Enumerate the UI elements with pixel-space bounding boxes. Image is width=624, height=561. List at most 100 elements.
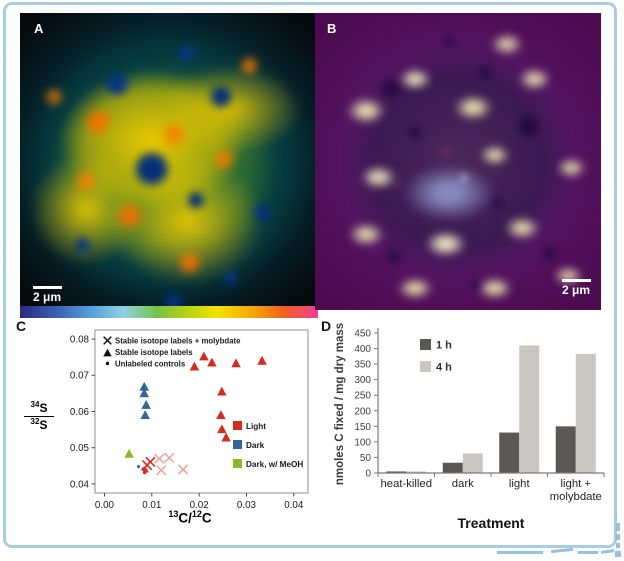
y-tick-label: 450 xyxy=(354,329,371,340)
category-label: dark xyxy=(452,478,474,490)
watermark-stroke xyxy=(616,534,620,540)
y-tick-label: 0.05 xyxy=(70,443,90,454)
triangle-marker xyxy=(217,386,227,396)
dot-marker xyxy=(136,464,141,469)
triangle-marker xyxy=(217,424,227,434)
watermark-stroke xyxy=(616,523,620,531)
triangle-marker xyxy=(103,348,112,357)
y-label-denominator: 32S xyxy=(30,417,48,433)
bar-legend-swatch xyxy=(420,361,431,372)
watermark-stroke xyxy=(616,543,620,548)
color-legend-swatch xyxy=(233,421,242,430)
x-marker xyxy=(164,452,175,463)
marker-legend-label: Stable isotope labels + molybdate xyxy=(115,337,241,346)
triangle-marker xyxy=(139,381,149,391)
panel-b-image-texture xyxy=(315,13,601,310)
triangle-marker xyxy=(141,399,151,409)
color-legend-swatch xyxy=(233,440,242,449)
triangle-marker xyxy=(257,355,267,365)
x-marker xyxy=(145,456,156,467)
panel-c-label: C xyxy=(16,318,27,334)
panel-d-label: D xyxy=(321,318,332,334)
x-tick-label: 0.04 xyxy=(284,500,304,511)
y-label-numerator: 34S xyxy=(24,400,54,418)
x-tick-label: 0.02 xyxy=(190,500,209,511)
marker-legend-label: Stable isotope labels xyxy=(115,348,193,357)
y-tick-label: 200 xyxy=(354,406,371,417)
category-label: molybdate xyxy=(550,491,602,503)
y-tick-label: 300 xyxy=(354,375,371,386)
bar-4h-3 xyxy=(575,353,596,473)
y-tick-label: 150 xyxy=(354,422,371,433)
y-tick-label: 0.08 xyxy=(70,334,90,345)
triangle-marker xyxy=(199,351,209,361)
panel-a-image-texture xyxy=(20,13,315,306)
y-tick-label: 0 xyxy=(365,469,371,480)
category-label: heat-killed xyxy=(381,478,433,490)
figure-border xyxy=(3,2,617,548)
panel-b-microscopy-image: B 2 μm xyxy=(315,13,601,310)
triangle-marker xyxy=(124,448,134,458)
x-marker xyxy=(156,465,167,476)
y-tick-label: 400 xyxy=(354,344,371,355)
bar-1h-3 xyxy=(555,426,576,473)
y-tick-label: 50 xyxy=(360,453,372,464)
watermark-stroke xyxy=(497,551,543,554)
y-tick-label: 250 xyxy=(354,391,371,402)
panel-d-y-axis-label: nmoles C fixed / mg dry mass xyxy=(334,322,346,486)
category-label: light + xyxy=(561,478,592,490)
x-marker xyxy=(154,453,165,464)
triangle-marker xyxy=(139,388,149,398)
panel-a-microscopy-image: A 2 μm xyxy=(20,13,315,306)
triangle-marker xyxy=(140,410,150,420)
triangle-marker xyxy=(207,357,217,367)
panel-a-label: A xyxy=(34,21,44,36)
scale-bar-text: 2 μm xyxy=(33,290,62,304)
bar-legend-label: 1 h xyxy=(436,340,452,352)
panel-c-x-axis-label: 13C/12C xyxy=(168,509,212,526)
x-marker xyxy=(103,336,112,345)
y-tick-label: 0.04 xyxy=(70,479,90,490)
triangle-marker xyxy=(221,432,231,442)
bar-4h-2 xyxy=(519,345,540,473)
bar-1h-1 xyxy=(442,462,463,473)
watermark-stroke xyxy=(615,551,621,557)
y-tick-label: 350 xyxy=(354,360,371,371)
triangle-marker xyxy=(143,467,149,473)
plot-frame xyxy=(94,329,309,494)
bar-legend-swatch xyxy=(420,339,431,350)
y-tick-label: 0.07 xyxy=(70,371,89,382)
ratio-colorbar xyxy=(20,306,318,318)
panel-d-bar-chart: 0 50 100 150 200 250 300 350 400 450 heat-killed da… xyxy=(354,328,605,503)
color-legend-label: Dark xyxy=(246,441,265,450)
panel-b-scale-bar: 2 μm xyxy=(562,279,591,297)
panel-a-scale-bar: 2 μm xyxy=(33,286,62,304)
color-legend-swatch xyxy=(233,459,242,468)
bar-4h-0 xyxy=(406,471,427,473)
color-legend-label: Dark, w/ MeOH xyxy=(246,460,303,469)
triangle-marker xyxy=(231,358,241,368)
marker-legend-label: Unlabeled controls xyxy=(115,360,186,369)
watermark-stroke xyxy=(578,551,598,554)
scale-bar-line xyxy=(33,286,62,289)
y-tick-label: 100 xyxy=(354,437,371,448)
dot-marker xyxy=(141,467,146,471)
x-tick-label: 0.03 xyxy=(237,500,257,511)
category-label: light xyxy=(509,478,531,490)
triangle-marker xyxy=(189,361,200,371)
panel-c-scatter-chart: 0.00 0.01 0.02 0.03 0.04 0.04 0.05 0.06 0.07 0.08… xyxy=(70,329,309,511)
x-tick-label: 0.01 xyxy=(142,500,161,511)
watermark-stroke xyxy=(600,549,615,554)
panel-b-label: B xyxy=(327,21,337,36)
scale-bar-text: 2 μm xyxy=(562,283,591,297)
panel-d-x-axis-label: Treatment xyxy=(457,515,525,531)
x-tick-label: 0.00 xyxy=(95,500,115,511)
bar-legend-label: 4 h xyxy=(436,362,452,374)
watermark-stroke xyxy=(550,547,574,554)
y-tick-label: 0.06 xyxy=(70,407,90,418)
triangle-marker xyxy=(216,410,226,420)
panel-c-y-axis-label: 34S 32S xyxy=(24,400,54,433)
bar-1h-0 xyxy=(386,471,407,473)
scale-bar-line xyxy=(562,279,591,282)
